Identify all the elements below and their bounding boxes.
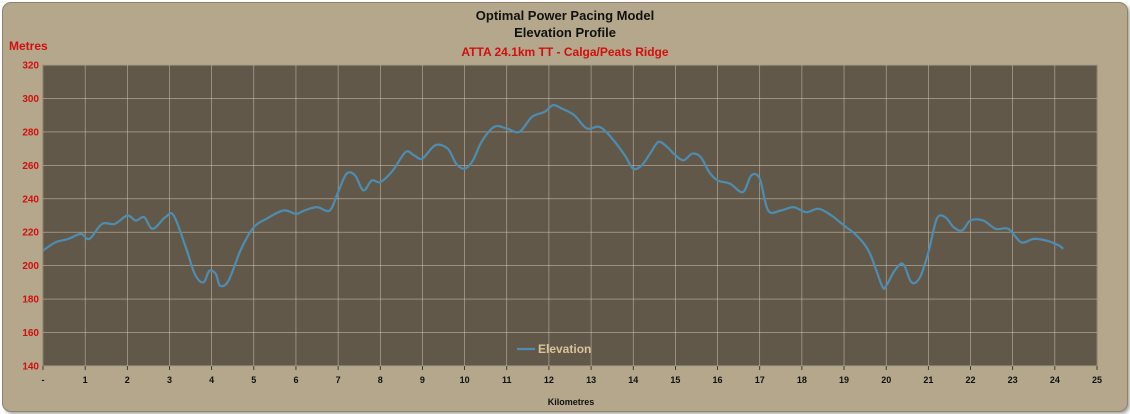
elevation-chart: Optimal Power Pacing Model Elevation Pro… <box>9 8 1102 407</box>
legend-label-elevation: Elevation <box>538 342 591 356</box>
x-tick-label: 12 <box>544 375 554 385</box>
x-tick-label: 17 <box>755 375 765 385</box>
x-tick-label: 20 <box>881 375 891 385</box>
x-tick-label: 9 <box>420 375 425 385</box>
x-tick-label: - <box>42 375 45 385</box>
x-tick-label: 19 <box>839 375 849 385</box>
y-axis-label: Metres <box>9 39 48 53</box>
x-tick-label: 24 <box>1050 375 1060 385</box>
x-tick-label: 2 <box>125 375 130 385</box>
y-tick-label: 160 <box>22 328 39 339</box>
y-tick-label: 180 <box>22 295 39 306</box>
y-tick-label: 260 <box>22 161 39 172</box>
x-tick-label: 18 <box>797 375 807 385</box>
x-tick-label: 4 <box>209 375 214 385</box>
x-tick-label: 22 <box>966 375 976 385</box>
x-tick-label: 7 <box>336 375 341 385</box>
y-tick-label: 240 <box>22 194 39 205</box>
chart-subtitle-route: ATTA 24.1km TT - Calga/Peats Ridge <box>461 45 668 59</box>
y-tick-label: 300 <box>22 94 39 105</box>
y-tick-label: 200 <box>22 261 39 272</box>
x-tick-label: 25 <box>1092 375 1102 385</box>
x-tick-label: 23 <box>1008 375 1018 385</box>
y-tick-label: 320 <box>22 61 39 72</box>
x-tick-label: 16 <box>713 375 723 385</box>
x-tick-label: 11 <box>502 375 512 385</box>
x-tick-label: 10 <box>460 375 470 385</box>
x-tick-label: 5 <box>251 375 256 385</box>
x-tick-label: 1 <box>83 375 88 385</box>
chart-subtitle: Elevation Profile <box>514 25 616 40</box>
x-tick-label: 3 <box>167 375 172 385</box>
plot-background <box>42 64 1098 367</box>
series-line-elevation <box>42 103 1065 290</box>
x-tick-label: 15 <box>670 375 680 385</box>
x-tick-label: 8 <box>378 375 383 385</box>
y-tick-label: 280 <box>22 127 39 138</box>
x-tick-label: 14 <box>628 375 638 385</box>
x-tick-label: 13 <box>586 375 596 385</box>
y-tick-label: 140 <box>22 362 39 373</box>
x-tick-label: 6 <box>293 375 298 385</box>
y-tick-label: 220 <box>22 228 39 239</box>
chart-legend: Elevation <box>517 342 591 356</box>
x-axis-label: Kilometres <box>548 397 595 407</box>
chart-title: Optimal Power Pacing Model <box>476 8 654 23</box>
x-tick-label: 21 <box>923 375 933 385</box>
